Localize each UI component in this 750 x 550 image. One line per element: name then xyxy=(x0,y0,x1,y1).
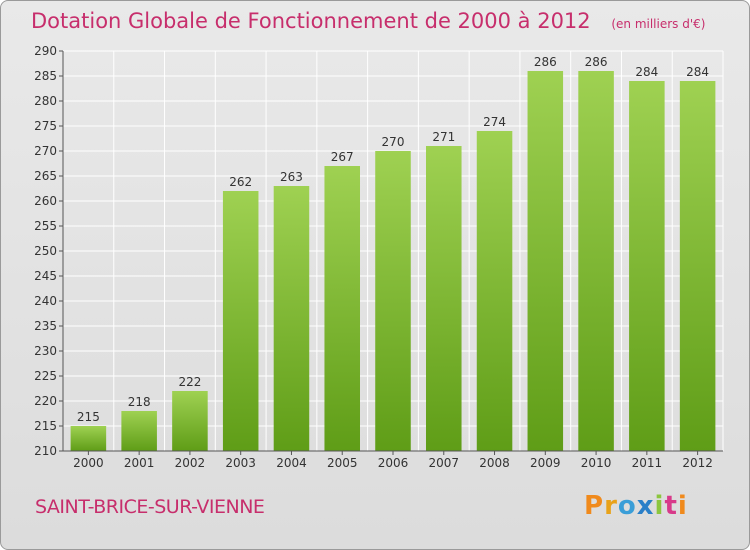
data-label: 222 xyxy=(178,375,201,389)
data-label: 274 xyxy=(483,115,506,129)
y-tick-label: 290 xyxy=(34,44,57,58)
data-label: 267 xyxy=(331,150,354,164)
logo-letter: o xyxy=(617,491,637,521)
y-tick-label: 240 xyxy=(34,294,57,308)
data-label: 215 xyxy=(77,410,100,424)
y-tick-label: 235 xyxy=(34,319,57,333)
y-tick-label: 210 xyxy=(34,444,57,458)
data-label: 270 xyxy=(382,135,405,149)
bar xyxy=(426,146,462,451)
y-tick-label: 230 xyxy=(34,344,57,358)
logo-letter: x xyxy=(636,491,655,521)
x-tick-label: 2003 xyxy=(225,456,256,470)
y-tick-label: 285 xyxy=(34,69,57,83)
x-tick-label: 2004 xyxy=(276,456,307,470)
chart-title: Dotation Globale de Fonctionnement de 20… xyxy=(31,9,591,33)
bar xyxy=(222,191,259,451)
x-tick-label: 2009 xyxy=(530,456,561,470)
logo-letter: t xyxy=(664,491,678,521)
bar xyxy=(121,411,157,451)
logo-letter: r xyxy=(604,491,618,521)
data-label: 262 xyxy=(229,175,252,189)
bar xyxy=(324,166,360,451)
x-tick-label: 2000 xyxy=(73,456,104,470)
commune-name: SAINT-BRICE-SUR-VIENNE xyxy=(35,496,265,518)
y-tick-label: 260 xyxy=(34,194,57,208)
x-tick-label: 2001 xyxy=(124,456,155,470)
x-tick-label: 2002 xyxy=(175,456,206,470)
unit-label: (en milliers d'€) xyxy=(611,17,706,31)
data-label: 284 xyxy=(635,65,658,79)
bar xyxy=(273,186,310,451)
bars xyxy=(70,71,716,451)
axes: 2102152202252302352402452502552602652702… xyxy=(34,44,723,470)
bar xyxy=(375,151,411,451)
y-tick-label: 225 xyxy=(34,369,57,383)
x-tick-label: 2005 xyxy=(327,456,358,470)
bar xyxy=(578,71,614,451)
x-tick-label: 2012 xyxy=(682,456,713,470)
logo-letter: P xyxy=(584,491,605,521)
data-label: 271 xyxy=(432,130,455,144)
bar xyxy=(70,426,107,451)
bar xyxy=(629,81,665,451)
y-tick-label: 265 xyxy=(34,169,57,183)
x-tick-label: 2010 xyxy=(581,456,612,470)
chart-title-block: Dotation Globale de Fonctionnement de 20… xyxy=(31,9,705,33)
data-label: 286 xyxy=(585,55,608,69)
x-tick-label: 2008 xyxy=(479,456,510,470)
y-tick-label: 220 xyxy=(34,394,57,408)
bar xyxy=(527,71,564,451)
data-label: 284 xyxy=(686,65,709,79)
bar xyxy=(679,81,716,451)
data-labels: 215 218 222 262 263 267 270 271 274 286 286 284 284 xyxy=(77,55,709,424)
y-tick-label: 215 xyxy=(34,419,57,433)
y-tick-label: 270 xyxy=(34,144,57,158)
y-tick-label: 250 xyxy=(34,244,57,258)
bar xyxy=(476,131,513,451)
y-tick-label: 255 xyxy=(34,219,57,233)
y-tick-label: 275 xyxy=(34,119,57,133)
proxiti-logo: Proxiti xyxy=(584,491,688,521)
x-tick-label: 2007 xyxy=(428,456,459,470)
bar xyxy=(172,391,208,451)
logo-letter: i xyxy=(677,491,688,521)
x-tick-label: 2006 xyxy=(378,456,409,470)
data-label: 263 xyxy=(280,170,303,184)
y-tick-label: 280 xyxy=(34,94,57,108)
data-label: 286 xyxy=(534,55,557,69)
x-tick-label: 2011 xyxy=(632,456,663,470)
data-label: 218 xyxy=(128,395,151,409)
logo-letter: i xyxy=(654,491,665,521)
y-tick-label: 245 xyxy=(34,269,57,283)
